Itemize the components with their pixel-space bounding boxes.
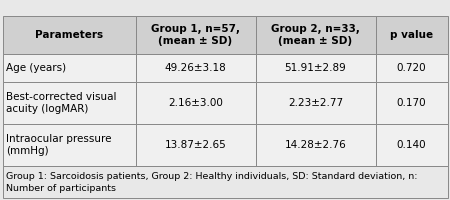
- Text: 51.91±2.89: 51.91±2.89: [284, 63, 346, 73]
- Bar: [3, 166, 447, 198]
- Text: 0.140: 0.140: [397, 140, 426, 150]
- Bar: [3, 124, 135, 166]
- Text: 49.26±3.18: 49.26±3.18: [165, 63, 226, 73]
- Text: 2.16±3.00: 2.16±3.00: [168, 98, 223, 108]
- Bar: [135, 54, 256, 82]
- Bar: [375, 82, 447, 124]
- Text: Intraocular pressure
(mmHg): Intraocular pressure (mmHg): [6, 134, 112, 156]
- Text: Parameters: Parameters: [35, 30, 103, 40]
- Bar: [135, 16, 256, 54]
- Bar: [256, 16, 375, 54]
- Text: Group 1: Sarcoidosis patients, Group 2: Healthy individuals, SD: Standard deviat: Group 1: Sarcoidosis patients, Group 2: …: [6, 172, 418, 192]
- Text: Group 1, n=57,
(mean ± SD): Group 1, n=57, (mean ± SD): [151, 24, 240, 46]
- Bar: [375, 16, 447, 54]
- Bar: [135, 124, 256, 166]
- Text: Best-corrected visual
acuity (logMAR): Best-corrected visual acuity (logMAR): [6, 92, 117, 114]
- Bar: [375, 124, 447, 166]
- Bar: [256, 124, 375, 166]
- Text: 0.720: 0.720: [397, 63, 426, 73]
- Text: 13.87±2.65: 13.87±2.65: [165, 140, 226, 150]
- Bar: [256, 54, 375, 82]
- Text: Age (years): Age (years): [6, 63, 67, 73]
- Text: p value: p value: [390, 30, 433, 40]
- Text: Group 2, n=33,
(mean ± SD): Group 2, n=33, (mean ± SD): [271, 24, 360, 46]
- Bar: [3, 82, 135, 124]
- Bar: [256, 82, 375, 124]
- Bar: [3, 54, 135, 82]
- Text: 14.28±2.76: 14.28±2.76: [284, 140, 346, 150]
- Bar: [375, 54, 447, 82]
- Bar: [135, 82, 256, 124]
- Bar: [3, 16, 135, 54]
- Text: 0.170: 0.170: [397, 98, 426, 108]
- Text: 2.23±2.77: 2.23±2.77: [288, 98, 343, 108]
